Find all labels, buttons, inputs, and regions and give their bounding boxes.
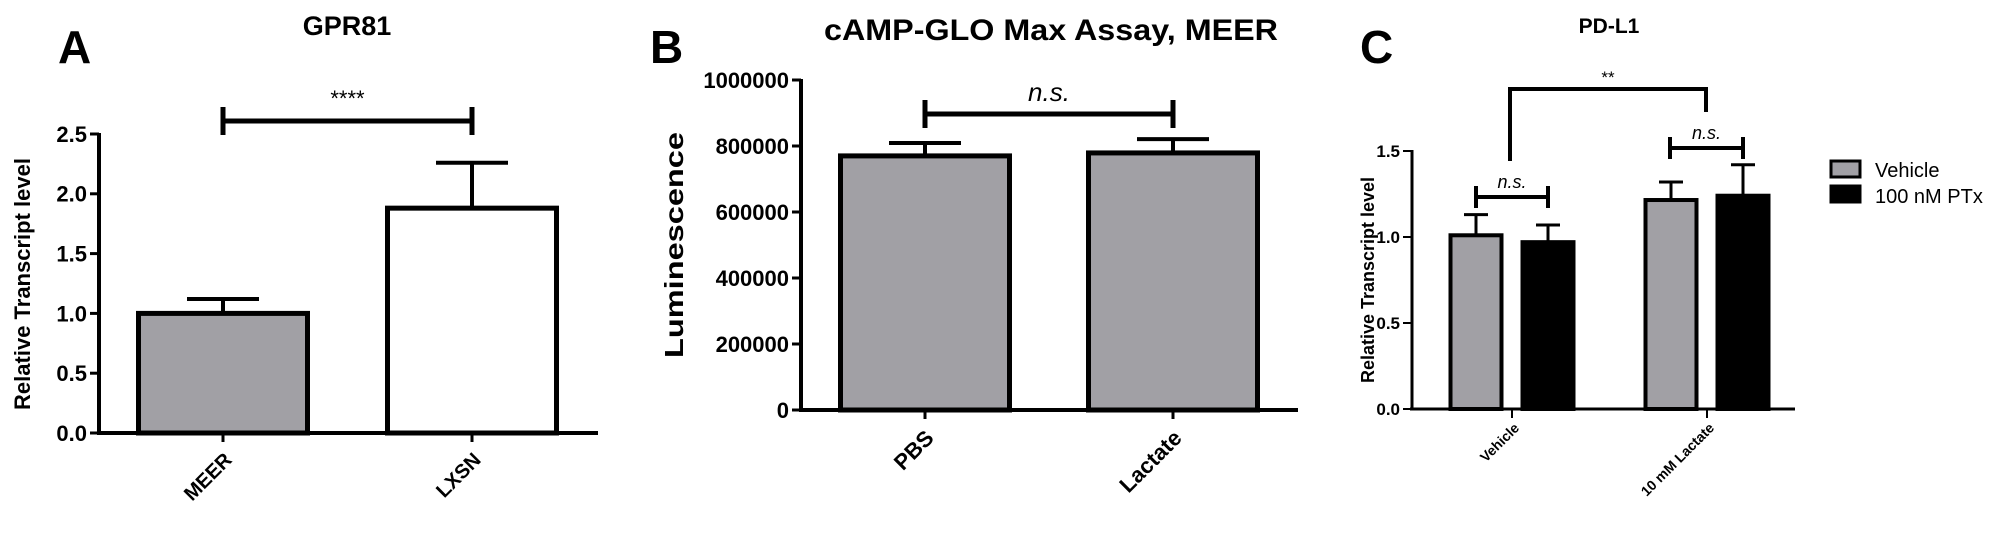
x-category-label: LXSN — [432, 449, 485, 502]
y-tick-label: 400000 — [716, 266, 789, 291]
bars — [838, 137, 1260, 413]
significance-brackets: n.s. — [922, 77, 1176, 128]
y-tick-label: 1.5 — [56, 242, 87, 267]
bar — [1643, 198, 1699, 411]
legend-swatch-vehicle — [1829, 159, 1862, 179]
chart-title: PD-L1 — [1579, 15, 1640, 38]
y-tick-label: 2.5 — [56, 122, 87, 147]
legend-swatch-ptx — [1829, 184, 1862, 204]
y-tick-label: 0 — [777, 398, 789, 423]
bar — [385, 205, 559, 436]
y-ticks: 0 200000 400000 600000 800000 1000000 — [703, 68, 801, 423]
y-ticks: 0.0 0.5 1.0 1.5 — [1376, 142, 1412, 419]
bars — [1448, 163, 1771, 411]
y-axis-label: Relative Transcript level — [10, 158, 35, 410]
panel-c-chart: PD-L1 Relative Transcript level 0.0 0.5 1.… — [1358, 15, 1983, 499]
chart-title: GPR81 — [303, 11, 392, 41]
bar — [1715, 193, 1771, 411]
y-tick-label: 800000 — [716, 134, 789, 159]
panel-letter-c: C — [1360, 21, 1393, 73]
significance-label: ** — [1601, 68, 1615, 87]
significance-label: n.s. — [1497, 172, 1526, 192]
y-tick-label: 0.5 — [1376, 314, 1400, 333]
bars — [136, 160, 559, 436]
x-category-label: Vehicle — [1477, 419, 1523, 465]
bar — [838, 153, 1012, 413]
panel-letter-b: B — [650, 21, 683, 73]
y-tick-label: 1000000 — [703, 68, 789, 93]
panel-a-chart: GPR81 Relative Transcript level 0.0 0.5 1.… — [10, 11, 598, 505]
y-tick-label: 600000 — [716, 200, 789, 225]
panel-b-chart: cAMP-GLO Max Assay, MEER Luminescence 0 2… — [659, 14, 1298, 497]
y-axis-label: Relative Transcript level — [1358, 177, 1378, 383]
chart-title: cAMP-GLO Max Assay, MEER — [824, 14, 1278, 47]
y-tick-label: 0.5 — [56, 361, 87, 386]
x-ticks: PBS Lactate — [889, 410, 1187, 497]
y-ticks: 0.0 0.5 1.0 1.5 2.0 2.5 — [56, 122, 99, 446]
y-tick-label: 1.0 — [56, 301, 87, 326]
significance-bracket — [1508, 87, 1708, 161]
y-tick-label: 0.0 — [56, 421, 87, 446]
bar — [1520, 240, 1576, 411]
panel-letter-a: A — [58, 21, 91, 73]
x-ticks: Vehicle 10 mM Lactate — [1477, 409, 1718, 499]
significance-label: n.s. — [1692, 123, 1721, 143]
bar — [1448, 233, 1504, 411]
legend: Vehicle 100 nM PTx — [1829, 159, 1983, 208]
x-category-label: MEER — [180, 449, 237, 506]
x-category-label: Lactate — [1114, 425, 1186, 497]
legend-label-ptx: 100 nM PTx — [1875, 186, 1983, 208]
y-tick-label: 1.5 — [1376, 142, 1400, 161]
y-axis-label: Luminescence — [659, 132, 689, 358]
bar — [136, 310, 310, 436]
x-category-label: PBS — [889, 425, 939, 475]
y-tick-label: 200000 — [716, 332, 789, 357]
significance-brackets: **** — [220, 86, 475, 135]
y-tick-label: 1.0 — [1376, 228, 1400, 247]
x-category-label: 10 mM Lactate — [1638, 419, 1718, 499]
x-ticks: MEER LXSN — [180, 433, 486, 506]
y-tick-label: 0.0 — [1376, 400, 1400, 419]
legend-label-vehicle: Vehicle — [1875, 160, 1940, 182]
y-tick-label: 2.0 — [56, 182, 87, 207]
significance-brackets: n.s. n.s. ** — [1474, 68, 1745, 208]
significance-label: **** — [330, 86, 365, 111]
bar — [1086, 150, 1260, 413]
significance-label: n.s. — [1028, 77, 1070, 107]
